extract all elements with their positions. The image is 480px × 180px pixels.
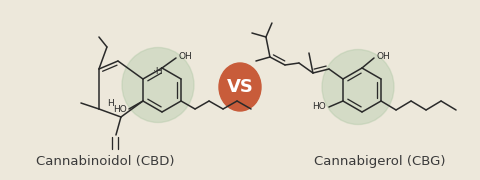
Text: ·H: ·H xyxy=(153,66,163,75)
Text: Cannabinoidol (CBD): Cannabinoidol (CBD) xyxy=(36,155,174,168)
Text: HO: HO xyxy=(312,102,326,111)
Text: Cannabigerol (CBG): Cannabigerol (CBG) xyxy=(314,155,446,168)
Ellipse shape xyxy=(122,48,194,123)
Ellipse shape xyxy=(322,50,394,125)
Text: OH: OH xyxy=(178,51,192,60)
Text: H: H xyxy=(108,98,114,107)
Text: VS: VS xyxy=(227,78,253,96)
Ellipse shape xyxy=(219,63,261,111)
Text: HO: HO xyxy=(113,105,127,114)
Text: OH: OH xyxy=(376,51,390,60)
